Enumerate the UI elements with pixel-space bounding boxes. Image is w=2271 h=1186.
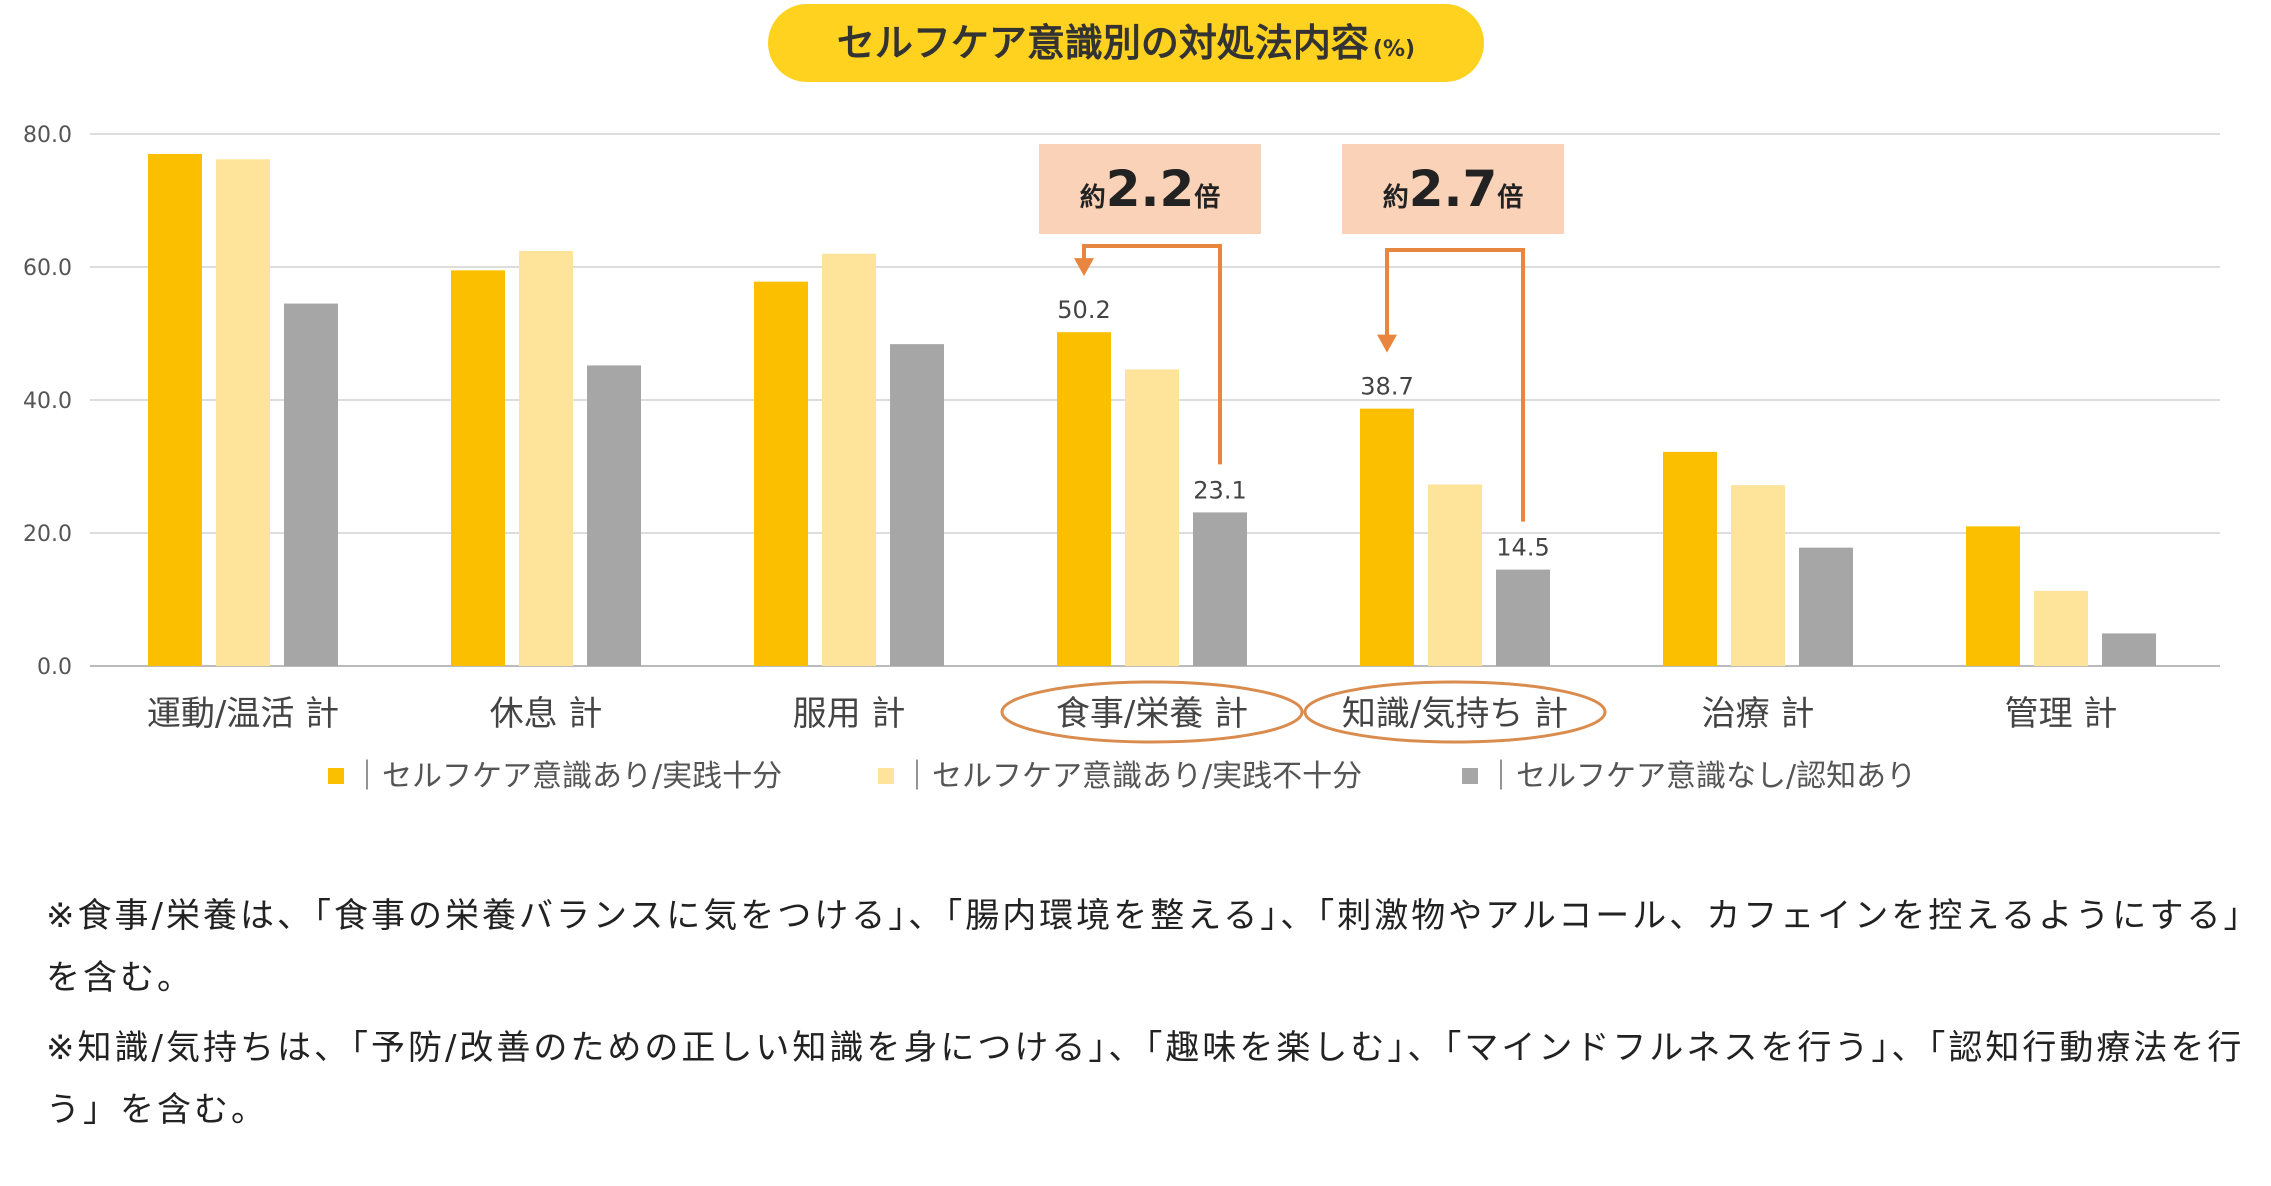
data-label: 14.5 (1496, 534, 1549, 562)
y-tick-label: 40.0 (23, 389, 72, 414)
bar (1360, 408, 1414, 666)
legend-item: ｜セルフケア意識あり/実践十分 (328, 759, 782, 794)
callout: 約2.2倍 (1039, 144, 1261, 465)
x-tick-label: 食事/栄養 計 (1056, 694, 1248, 734)
y-tick-label: 20.0 (23, 522, 72, 547)
x-tick-label: 治療 計 (1702, 694, 1815, 734)
bar (1428, 484, 1482, 666)
footnote-knowledge: ※知識/気持ちは、「予防/改善のための正しい知識を身につける」、「趣味を楽しむ」… (46, 1028, 2245, 1130)
callout-arrow (1385, 248, 1525, 522)
legend-label: ｜セルフケア意識なし/認知あり (1486, 759, 1916, 794)
bar (1125, 369, 1179, 666)
legend: ｜セルフケア意識あり/実践十分 ｜セルフケア意識あり/実践不十分 ｜セルフケア意識な… (328, 759, 1916, 794)
callout-prefix: 約 (1080, 182, 1106, 213)
x-tick-label: 管理 計 (2005, 694, 2118, 734)
category-highlight-ring (1303, 680, 1607, 744)
footnote-food: ※食事/栄養は、「食事の栄養バランスに気をつける」、「腸内環境を整える」、「刺激… (46, 896, 2244, 998)
legend-swatch (328, 768, 344, 784)
bar-chart: セルフケア意識別の対処法内容 (%) 0.0 20.0 40.0 60.0 80.0 50… (23, 4, 2220, 794)
title-unit: (%) (1373, 37, 1415, 62)
callout-box (1342, 144, 1564, 234)
y-tick-label: 80.0 (23, 123, 72, 148)
bar (284, 303, 338, 666)
callout-value: 2.7 (1409, 160, 1498, 218)
bar (822, 253, 876, 666)
bar (451, 270, 505, 666)
y-tick-label: 0.0 (37, 655, 72, 680)
chart-title: セルフケア意識別の対処法内容 (%) (768, 4, 1484, 82)
x-tick-label: 休息 計 (490, 694, 603, 734)
data-label: 50.2 (1057, 296, 1110, 324)
legend-swatch (878, 768, 894, 784)
data-label: 23.1 (1193, 476, 1246, 504)
bar (2034, 590, 2088, 666)
legend-item: ｜セルフケア意識なし/認知あり (1462, 759, 1916, 794)
bar (1799, 547, 1853, 666)
title-pill (768, 4, 1484, 82)
bar (890, 344, 944, 666)
bar (1057, 332, 1111, 666)
legend-item: ｜セルフケア意識あり/実践不十分 (878, 759, 1362, 794)
callout-value: 2.2 (1106, 160, 1195, 218)
bar (2102, 633, 2156, 666)
arrow-head (1377, 334, 1397, 353)
bar (148, 153, 202, 666)
title-text: セルフケア意識別の対処法内容 (837, 21, 1369, 65)
x-tick-label: 知識/気持ち 計 (1342, 694, 1568, 734)
legend-swatch (1462, 768, 1478, 784)
callout-prefix: 約 (1383, 182, 1409, 213)
svg-text:約2.7倍: 約2.7倍 (1383, 160, 1524, 218)
bar (1193, 512, 1247, 666)
x-tick-label: 服用 計 (793, 694, 906, 734)
bar (587, 365, 641, 666)
data-labels: 50.2 23.1 38.7 14.5 (1057, 296, 1549, 561)
legend-label: ｜セルフケア意識あり/実践不十分 (902, 759, 1362, 794)
callout-suffix: 倍 (1194, 182, 1220, 213)
footnotes: ※食事/栄養は、「食事の栄養バランスに気をつける」、「腸内環境を整える」、「刺激… (46, 885, 2246, 1149)
x-tick-label: 運動/温活 計 (147, 694, 339, 734)
bar (519, 251, 573, 667)
category-highlight-ring (1000, 680, 1304, 744)
bar (754, 281, 808, 666)
bar (1731, 485, 1785, 666)
y-tick-label: 60.0 (23, 256, 72, 281)
svg-text:約2.2倍: 約2.2倍 (1080, 160, 1221, 218)
arrow-head (1074, 258, 1094, 277)
bar (1496, 569, 1550, 666)
svg-text:セルフケア意識別の対処法内容(%): セルフケア意識別の対処法内容 (%) (837, 21, 1415, 65)
legend-label: ｜セルフケア意識あり/実践十分 (352, 759, 782, 794)
callout-arrow (1082, 244, 1222, 465)
callouts: 約2.2倍 約2.7倍 (1039, 144, 1564, 522)
callout-box (1039, 144, 1261, 234)
data-label: 38.7 (1360, 373, 1413, 401)
callout: 約2.7倍 (1342, 144, 1564, 522)
bar (216, 159, 270, 666)
callout-suffix: 倍 (1497, 182, 1523, 213)
bars (148, 153, 2156, 667)
bar (1966, 526, 2020, 666)
bar (1663, 451, 1717, 666)
x-axis: 運動/温活 計 休息 計 服用 計 食事/栄養 計 知識/気持ち 計 治療 計 管理 計 (147, 680, 2118, 744)
